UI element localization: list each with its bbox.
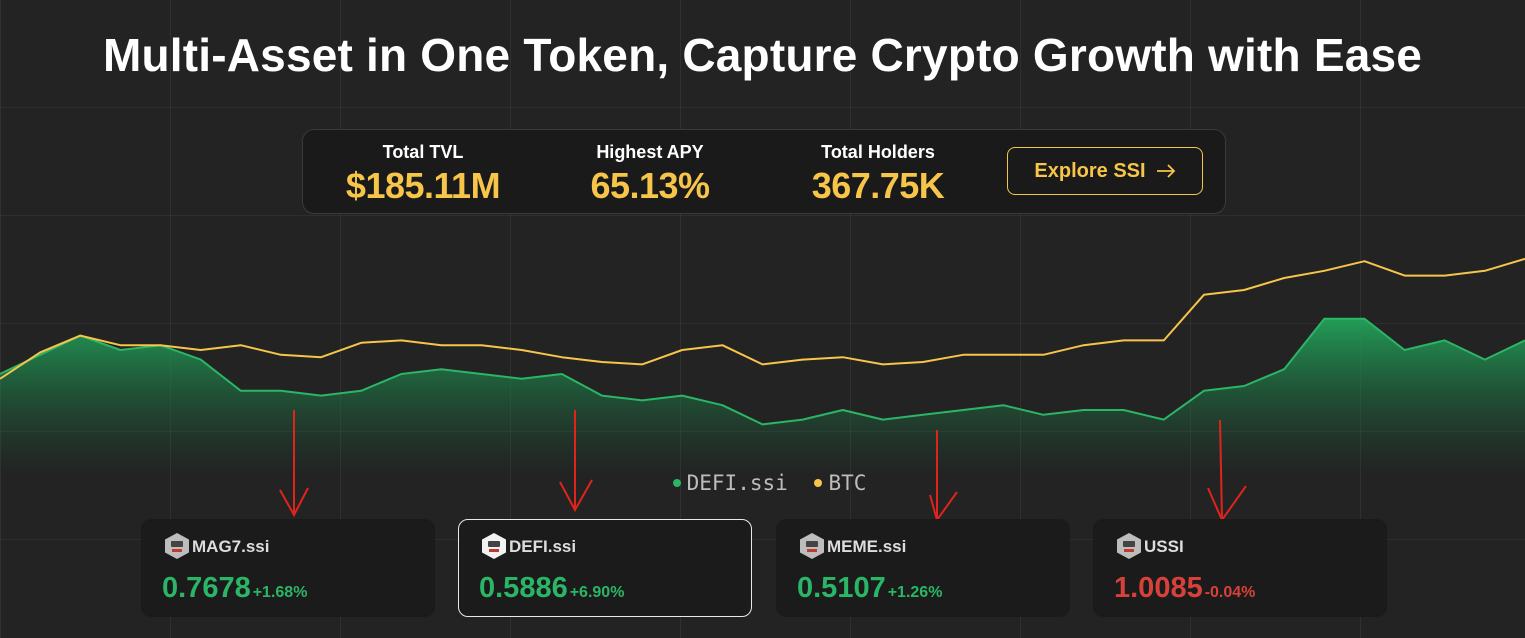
price-change: +1.68% [252, 584, 308, 601]
token-card[interactable]: USSI 1.0085 -0.04% [1093, 519, 1387, 617]
stat: Highest APY 65.13% [550, 142, 750, 207]
legend-label: BTC [828, 471, 867, 495]
explore-button[interactable]: Explore SSI [1007, 147, 1203, 195]
stat-value: 367.75K [811, 165, 945, 206]
token-price: 0.5886 +6.90% [479, 572, 624, 605]
series-line [0, 317, 1525, 426]
price-value: 0.5886 [479, 572, 568, 604]
series-area [0, 318, 1525, 470]
token-name: MEME.ssi [827, 537, 907, 556]
stat-label: Total TVL [382, 142, 464, 162]
legend: DEFI.ssi BTC [0, 471, 1525, 495]
token-price: 0.7678 +1.68% [162, 572, 307, 605]
title: Multi-Asset in One Token, Capture Crypto… [102, 29, 1423, 81]
stat-label: Total Holders [821, 142, 935, 162]
token-icon [1117, 533, 1141, 559]
token-name: DEFI.ssi [509, 537, 577, 556]
legend-label: DEFI.ssi [686, 471, 788, 495]
stat: Total TVL $185.11M [323, 142, 523, 207]
token-name: MAG7.ssi [192, 537, 270, 556]
legend-dot [672, 479, 681, 487]
stat-value: 65.13% [590, 165, 710, 206]
token-card[interactable]: DEFI.ssi 0.5886 +6.90% [458, 519, 752, 617]
button-label: Explore SSI [1034, 159, 1146, 182]
arrow-icon [1156, 164, 1175, 178]
price-change: -0.04% [1204, 584, 1256, 601]
price-value: 1.0085 [1114, 572, 1203, 604]
token-icon [165, 533, 189, 559]
series-line [0, 257, 1525, 380]
legend-dot [814, 479, 823, 487]
price-value: 0.5107 [797, 572, 886, 604]
stats-panel: Total TVL $185.11M Highest APY 65.13% To… [302, 129, 1226, 214]
token-card[interactable]: MEME.ssi 0.5107 +1.26% [776, 519, 1070, 617]
token-card[interactable]: MAG7.ssi 0.7678 +1.68% [141, 519, 435, 617]
price-change: +1.26% [887, 584, 943, 601]
stat: Total Holders 367.75K [768, 142, 988, 207]
price-value: 0.7678 [162, 572, 251, 604]
token-icon [800, 533, 824, 559]
token-name: USSI [1144, 537, 1184, 556]
stat-label: Highest APY [596, 142, 704, 162]
token-price: 1.0085 -0.04% [1114, 572, 1255, 605]
token-icon [482, 533, 506, 559]
stat-value: $185.11M [345, 165, 501, 206]
price-change: +6.90% [569, 584, 625, 601]
token-price: 0.5107 +1.26% [797, 572, 942, 605]
